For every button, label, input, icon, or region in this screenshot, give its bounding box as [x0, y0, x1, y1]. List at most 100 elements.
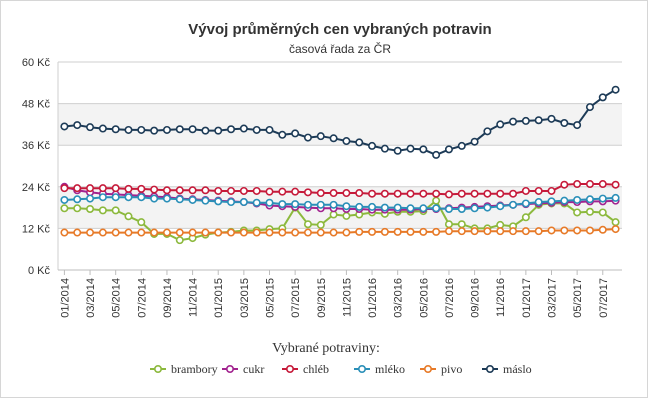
- legend-item-brambory[interactable]: brambory: [150, 362, 218, 376]
- legend-title: Vybrané potraviny:: [272, 341, 380, 356]
- data-point: [86, 184, 95, 193]
- data-point: [432, 189, 441, 198]
- data-point: [227, 198, 236, 207]
- data-point: [355, 138, 364, 147]
- data-point: [432, 204, 441, 213]
- x-tick-label: 05/2017: [572, 278, 584, 318]
- data-point: [137, 125, 146, 134]
- x-tick-label: 05/2015: [265, 278, 277, 318]
- data-point: [303, 188, 312, 197]
- data-point: [521, 186, 530, 195]
- data-point: [521, 116, 530, 125]
- data-point: [483, 203, 492, 212]
- x-tick-label: 07/2016: [444, 278, 456, 318]
- data-point: [598, 194, 607, 203]
- data-point: [227, 186, 236, 195]
- data-point: [368, 202, 377, 211]
- data-point: [598, 93, 607, 102]
- data-point: [252, 125, 261, 134]
- data-point: [444, 204, 453, 213]
- data-point: [573, 180, 582, 189]
- data-point: [265, 125, 274, 134]
- data-point: [188, 125, 197, 134]
- data-point: [534, 198, 543, 207]
- data-point: [303, 220, 312, 229]
- data-point: [457, 220, 466, 229]
- data-point: [111, 193, 120, 202]
- data-point: [150, 126, 159, 135]
- data-point: [98, 206, 107, 215]
- data-point: [380, 189, 389, 198]
- data-point: [560, 119, 569, 128]
- data-point: [60, 184, 69, 193]
- y-tick-label: 0 Kč: [28, 265, 51, 277]
- x-tick-label: 01/2014: [59, 278, 71, 318]
- legend: brambory cukr chléb mléko pivo máslo: [150, 362, 532, 376]
- x-tick-label: 11/2016: [495, 278, 507, 317]
- data-point: [137, 228, 146, 237]
- series-mléko: [60, 193, 620, 213]
- data-point: [573, 208, 582, 217]
- data-point: [585, 226, 594, 235]
- data-point: [470, 227, 479, 236]
- chart-title: Vývoj průměrných cen vybraných potravin: [188, 21, 491, 38]
- legend-label: cukr: [243, 362, 264, 376]
- series-pivo: [60, 225, 620, 237]
- x-tick-label: 09/2015: [316, 278, 328, 318]
- data-point: [483, 227, 492, 236]
- data-point: [201, 228, 210, 237]
- data-point: [316, 228, 325, 237]
- gridlines: [58, 61, 622, 271]
- series-lines: [60, 85, 620, 245]
- data-point: [585, 103, 594, 112]
- data-point: [188, 228, 197, 237]
- data-point: [252, 186, 261, 195]
- x-tick-label: 07/2015: [290, 278, 302, 318]
- series-chléb: [60, 180, 620, 199]
- data-point: [175, 228, 184, 237]
- data-point: [444, 227, 453, 236]
- data-point: [111, 125, 120, 134]
- data-point: [598, 225, 607, 234]
- y-tick-label: 12 Kč: [22, 223, 51, 235]
- data-point: [496, 189, 505, 198]
- legend-item-cukr[interactable]: cukr: [222, 362, 264, 376]
- data-point: [239, 198, 248, 207]
- legend-item-máslo[interactable]: máslo: [482, 362, 532, 376]
- data-point: [124, 193, 133, 202]
- data-point: [265, 187, 274, 196]
- data-point: [214, 186, 223, 195]
- data-point: [355, 189, 364, 198]
- data-point: [137, 218, 146, 227]
- data-point: [483, 189, 492, 198]
- data-point: [98, 193, 107, 202]
- legend-label: chléb: [303, 362, 329, 376]
- x-tick-label: 11/2014: [188, 278, 200, 317]
- data-point: [252, 228, 261, 237]
- data-point: [380, 203, 389, 212]
- legend-item-mléko[interactable]: mléko: [354, 362, 405, 376]
- data-point: [368, 189, 377, 198]
- x-tick-label: 07/2017: [598, 278, 610, 318]
- data-point: [355, 202, 364, 211]
- data-point: [162, 186, 171, 195]
- x-tick-label: 03/2017: [547, 278, 559, 318]
- data-point: [73, 204, 82, 213]
- data-point: [342, 189, 351, 198]
- x-tick-label: 11/2015: [341, 278, 353, 317]
- data-point: [534, 227, 543, 236]
- legend-item-chléb[interactable]: chléb: [282, 362, 329, 376]
- data-point: [342, 211, 351, 220]
- data-point: [124, 212, 133, 221]
- data-point: [175, 195, 184, 204]
- data-point: [547, 226, 556, 235]
- x-axis: 01/2014 03/2014 05/2014 07/2014 09/2014 11/20…: [58, 269, 622, 318]
- y-tick-label: 24 Kč: [22, 182, 51, 194]
- data-point: [316, 200, 325, 209]
- y-tick-label: 60 Kč: [22, 57, 51, 69]
- legend-marker: [226, 364, 235, 373]
- legend-item-pivo[interactable]: pivo: [420, 362, 462, 376]
- data-point: [598, 180, 607, 189]
- data-point: [201, 196, 210, 205]
